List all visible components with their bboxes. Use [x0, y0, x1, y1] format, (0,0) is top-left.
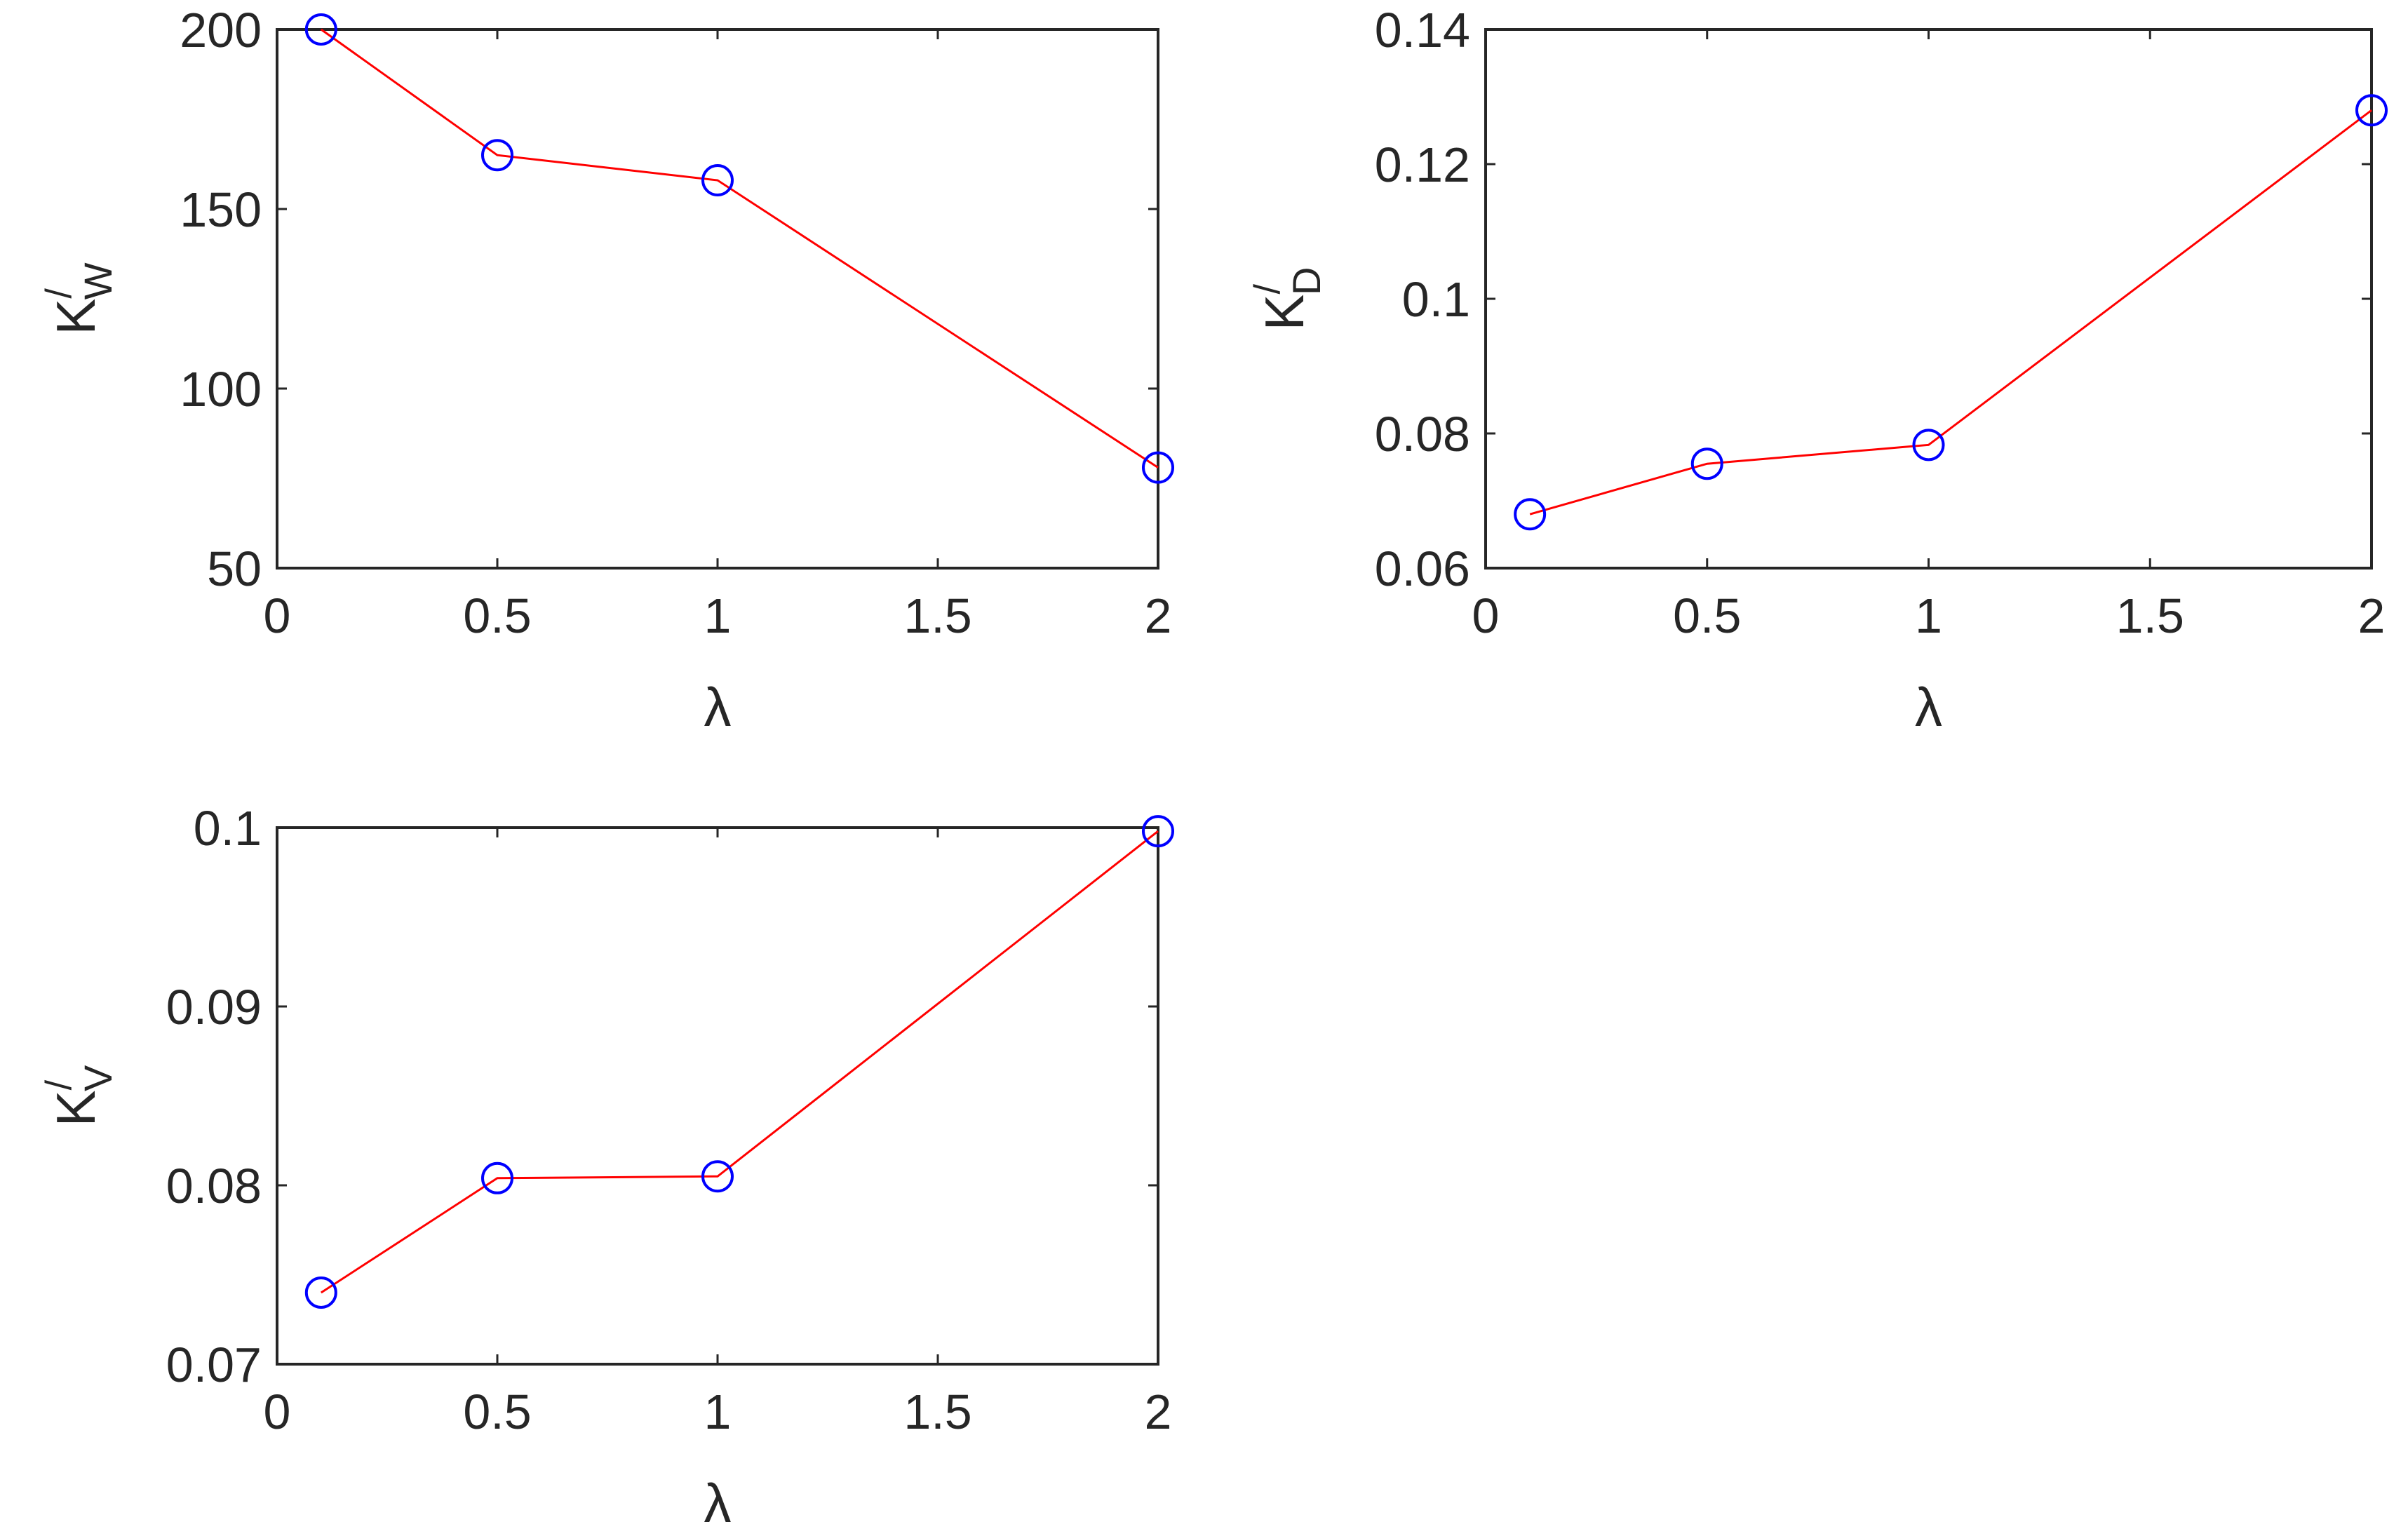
- y-axis-label-kd: K/D: [1247, 267, 1329, 331]
- data-point-kw: [701, 164, 734, 197]
- y-tick-label-kv: 0.09: [166, 980, 262, 1035]
- x-tick-label-kw: 1: [704, 588, 732, 643]
- y-tick-label-kd: 0.08: [1375, 407, 1470, 462]
- data-point-kw: [1142, 451, 1174, 484]
- subplot-kd: 0 0.5 1 1.5 2 0.06 0.08 0.1 0.12 0.14 λ K/D: [1247, 3, 2388, 738]
- y-axis-label-kv: K/V: [39, 1065, 120, 1126]
- x-tick-label-kw: 1.5: [903, 588, 971, 643]
- plot-frame-kw: [276, 28, 1159, 570]
- y-tick-label-kd: 0.14: [1375, 3, 1470, 58]
- x-tick-label-kv: 2: [1145, 1385, 1172, 1439]
- x-axis-label-kw: λ: [704, 676, 732, 738]
- y-tick-label-kw: 200: [180, 3, 262, 58]
- x-tick-label-kd: 1: [1915, 588, 1942, 643]
- plot-frame-kd: [1484, 28, 2373, 570]
- x-tick-label-kv: 1: [704, 1385, 732, 1439]
- data-point-kv: [1142, 815, 1174, 848]
- x-tick-label-kw: 0.5: [463, 588, 531, 643]
- series-line-kw: [320, 28, 1159, 469]
- x-axis-label-kv: λ: [704, 1472, 732, 1534]
- y-tick-label-kw: 50: [207, 541, 262, 596]
- data-point-kd: [2355, 94, 2388, 127]
- y-tick-label-kv: 0.07: [166, 1338, 262, 1392]
- data-point-kw: [481, 139, 513, 172]
- y-tick-label-kd: 0.1: [1402, 272, 1470, 327]
- x-tick-label-kd: 0.5: [1673, 588, 1741, 643]
- y-axis-label-kw: K/W: [39, 262, 120, 335]
- data-point-kv: [481, 1161, 513, 1194]
- data-point-kv: [701, 1160, 734, 1193]
- x-axis-label-kd: λ: [1915, 676, 1942, 738]
- data-point-kd: [1514, 498, 1547, 531]
- y-tick-label-kw: 150: [180, 182, 262, 237]
- y-tick-label-kw: 100: [180, 362, 262, 417]
- data-point-kd: [1690, 447, 1723, 480]
- x-tick-label-kd: 2: [2358, 588, 2386, 643]
- y-tick-label-kv: 0.1: [194, 801, 262, 856]
- x-tick-label-kw: 0: [264, 588, 291, 643]
- y-tick-label-kv: 0.08: [166, 1159, 262, 1213]
- y-tick-label-kd: 0.06: [1375, 541, 1470, 596]
- plot-frame-kv: [276, 826, 1159, 1366]
- x-tick-label-kd: 0: [1472, 588, 1500, 643]
- x-tick-label-kv: 0.5: [463, 1385, 531, 1439]
- data-point-kv: [304, 1276, 337, 1309]
- x-tick-label-kw: 2: [1145, 588, 1172, 643]
- subplot-kv: 0 0.5 1 1.5 2 0.07 0.08 0.09 0.1 λ K/V: [39, 801, 1174, 1534]
- y-tick-label-kd: 0.12: [1375, 137, 1470, 192]
- x-tick-label-kd: 1.5: [2116, 588, 2184, 643]
- series-line-kd: [1529, 109, 2372, 516]
- data-point-kw: [304, 13, 337, 46]
- x-tick-label-kv: 0: [264, 1385, 291, 1439]
- subplot-kw: 0 0.5 1 1.5 2 50 100 150 200 λ K/W: [39, 3, 1174, 738]
- x-tick-label-kv: 1.5: [903, 1385, 971, 1439]
- series-line-kv: [320, 830, 1159, 1294]
- data-point-kd: [1912, 429, 1945, 462]
